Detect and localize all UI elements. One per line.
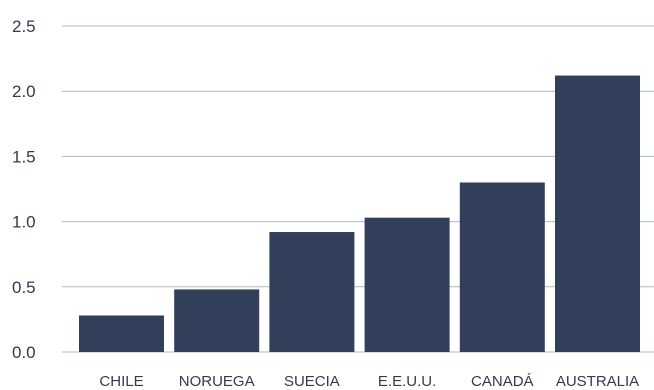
- x-category-label: NORUEGA: [179, 373, 255, 390]
- bar: [79, 315, 164, 352]
- y-axis-tick-labels: 0.0 0.5 1.0 1.5 2.0 2.5: [12, 17, 36, 362]
- x-category-label: AUSTRALIA: [556, 373, 639, 390]
- y-tick-label: 0.5: [12, 278, 36, 297]
- y-tick-label: 1.5: [12, 147, 36, 166]
- bar: [269, 232, 355, 352]
- x-axis-category-labels: CHILE NORUEGA SUECIA E.E.U.U. CANADÁ AUSTRALI…: [99, 373, 639, 390]
- x-category-label: E.E.U.U.: [378, 373, 436, 390]
- y-tick-label: 2.5: [12, 17, 36, 36]
- bar: [555, 75, 640, 352]
- x-category-label: CHILE: [99, 373, 143, 390]
- bar: [459, 182, 545, 352]
- y-tick-label: 2.0: [12, 82, 36, 101]
- y-tick-label: 1.0: [12, 213, 36, 232]
- y-tick-label: 0.0: [12, 343, 36, 362]
- x-category-label: CANADÁ: [471, 373, 534, 390]
- bar: [364, 217, 450, 352]
- bars: [79, 75, 640, 352]
- bar: [174, 289, 260, 352]
- x-category-label: SUECIA: [284, 373, 340, 390]
